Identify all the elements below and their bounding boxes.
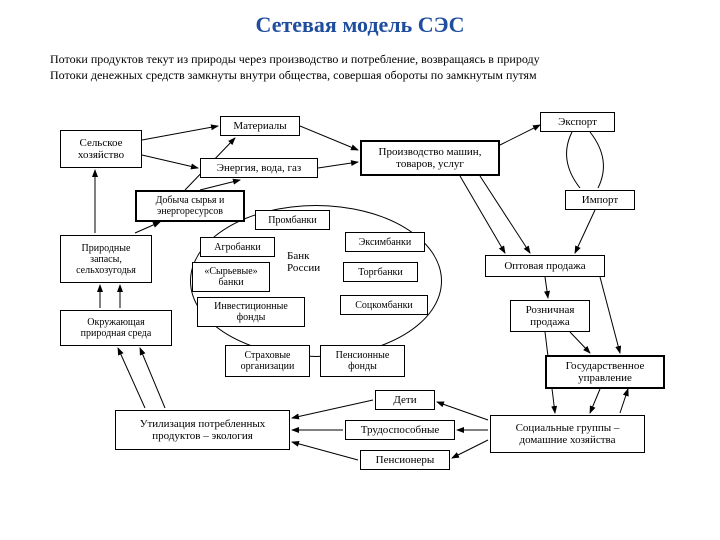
- node-export: Экспорт: [540, 112, 615, 132]
- node-pens: Пенсионеры: [360, 450, 450, 470]
- node-gov: Государственноеуправление: [545, 355, 665, 389]
- node-eximbank: Эксимбанки: [345, 232, 425, 252]
- page-title: Сетевая модель СЭС: [0, 12, 720, 38]
- node-social: Социальные группы –домашние хозяйства: [490, 415, 645, 453]
- node-kids: Дети: [375, 390, 435, 410]
- node-agri: Сельскоехозяйство: [60, 130, 142, 168]
- subtitle-line-1: Потоки продуктов текут из природы через …: [50, 52, 540, 67]
- node-prod: Производство машин,товаров, услуг: [360, 140, 500, 176]
- node-mining: Добыча сырья иэнергоресурсов: [135, 190, 245, 222]
- node-util: Утилизация потребленныхпродуктов – эколо…: [115, 410, 290, 450]
- node-reserves: Природныезапасы,сельхозугодья: [60, 235, 152, 283]
- node-materials: Материалы: [220, 116, 300, 136]
- node-import: Импорт: [565, 190, 635, 210]
- node-prombank: Промбанки: [255, 210, 330, 230]
- subtitle-line-2: Потоки денежных средств замкнуты внутри …: [50, 68, 537, 83]
- node-retail: Розничнаяпродажа: [510, 300, 590, 332]
- node-energy: Энергия, вода, газ: [200, 158, 318, 178]
- node-pensfund: Пенсионныефонды: [320, 345, 405, 377]
- node-invest: Инвестиционныефонды: [197, 297, 305, 327]
- node-rawbank: «Сырьевые»банки: [192, 262, 270, 292]
- node-wholesale: Оптовая продажа: [485, 255, 605, 277]
- node-socbank: Соцкомбанки: [340, 295, 428, 315]
- node-agrobank: Агробанки: [200, 237, 275, 257]
- node-work: Трудоспособные: [345, 420, 455, 440]
- node-cbr: БанкРоссии: [287, 250, 337, 280]
- node-torgbank: Торгбанки: [343, 262, 418, 282]
- node-insurance: Страховыеорганизации: [225, 345, 310, 377]
- node-env: Окружающаяприродная среда: [60, 310, 172, 346]
